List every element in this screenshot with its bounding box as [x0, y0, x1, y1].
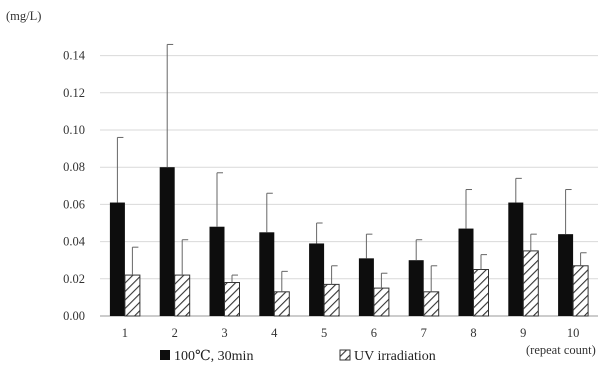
x-tick-label-3: 3 [221, 326, 227, 340]
y-tick-label-3: 0.06 [63, 197, 85, 211]
bar-series-1-10 [558, 234, 574, 316]
y-tick-label-5: 0.10 [63, 123, 85, 137]
bar-series-1-5 [309, 243, 325, 316]
bar-series-1-7 [408, 260, 424, 316]
bar-series-2-10 [572, 265, 589, 317]
bar-series-1-8 [458, 228, 474, 316]
y-tick-label-1: 0.02 [63, 272, 85, 286]
bar-series-1-2 [159, 167, 175, 316]
error-bars [116, 43, 587, 292]
legend-swatch-series-2 [339, 349, 351, 361]
bar-series-2-4 [273, 291, 290, 317]
bar-series-1-4 [259, 232, 275, 316]
bar-series-1-1 [109, 202, 125, 316]
bar-series-1-6 [358, 258, 374, 316]
x-tick-label-10: 10 [567, 326, 580, 340]
x-tick-label-1: 1 [122, 326, 128, 340]
bar-series-2-3 [224, 282, 240, 317]
x-tick-label-8: 8 [470, 326, 476, 340]
x-tick-label-9: 9 [520, 326, 526, 340]
legend-label-series-1: 100℃, 30min [174, 349, 253, 364]
tick-labels: 0.00 0.02 0.04 0.06 0.08 0.10 0.12 0.14 1 2 3 4 5 6 7 8… [63, 49, 579, 340]
x-tick-label-5: 5 [321, 326, 327, 340]
x-tick-label-2: 2 [172, 326, 178, 340]
x-axis-unit: (repeat count) [526, 343, 596, 357]
y-tick-label-7: 0.14 [63, 49, 86, 63]
bar-series-1-3 [209, 226, 225, 316]
x-tick-label-6: 6 [371, 326, 377, 340]
bar-series-2-1 [124, 274, 141, 317]
y-tick-label-6: 0.12 [63, 86, 85, 100]
y-tick-label-2: 0.04 [63, 235, 86, 249]
legend-label-series-2: UV irradiation [354, 349, 436, 364]
bar-series-2-8 [473, 269, 489, 317]
gridlines [100, 55, 598, 280]
bar-series-2-5 [323, 283, 340, 317]
x-tick-label-7: 7 [421, 326, 427, 340]
legend-swatch-series-1 [160, 350, 170, 360]
bar-series-2-2 [174, 274, 191, 317]
bars [109, 167, 589, 317]
bar-series-1-9 [508, 202, 524, 316]
bar-series-2-9 [522, 250, 539, 317]
y-tick-label-4: 0.08 [63, 160, 85, 174]
y-tick-label-0: 0.00 [63, 309, 85, 323]
legend: 100℃, 30min UV irradiation [160, 349, 436, 364]
y-axis-unit: (mg/L) [6, 9, 41, 23]
bar-series-2-7 [423, 291, 440, 317]
bar-series-2-6 [373, 287, 390, 317]
x-tick-label-4: 4 [271, 326, 278, 340]
